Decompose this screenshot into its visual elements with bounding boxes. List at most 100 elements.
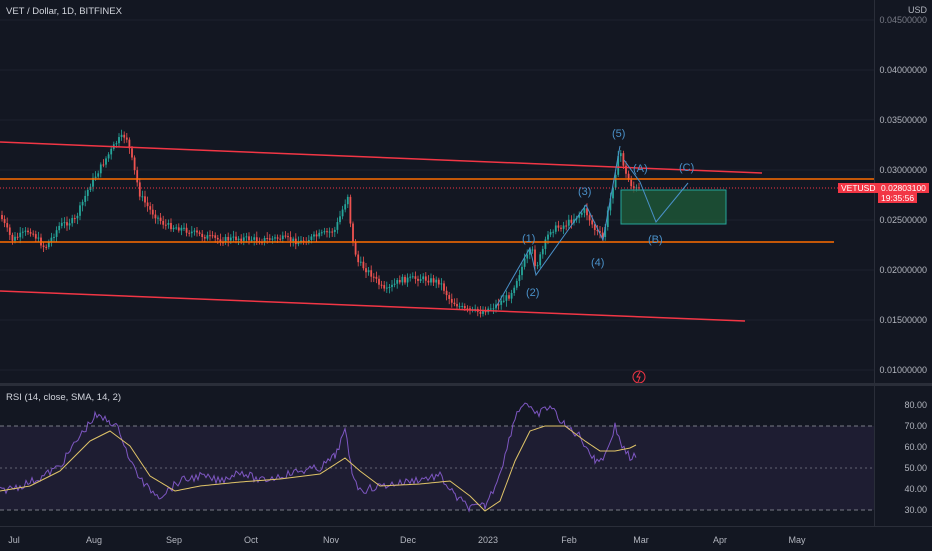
price-chart-pane[interactable]: VET / Dollar, 1D, BITFINEX (1) (2) (3) (… [0,0,874,383]
rsi-tick: 70.00 [904,421,927,431]
candle-body [255,237,258,242]
time-label: Apr [712,535,728,545]
candle-body [190,231,193,234]
candle-body [235,236,237,241]
corrective-wave-path[interactable] [623,159,689,223]
candle-body [344,204,347,210]
candle-body [71,218,74,224]
candle-body [253,237,256,240]
candle-body [60,222,63,226]
candle-body [406,277,409,283]
candle-body [24,230,27,232]
candle-body [617,156,620,175]
channel-lower-line[interactable] [0,290,746,322]
candle-body [531,249,534,251]
candle-body [206,235,209,239]
candle-body [172,227,175,230]
candle-body [219,239,222,243]
candle-body [385,287,388,289]
candle-body [367,270,370,273]
pane-separator[interactable] [0,383,932,386]
candle-body [505,295,508,301]
last-price-tag: 0.02803100 [878,183,929,193]
candle-body [97,173,100,177]
candle-body [422,276,425,280]
candle-body [21,231,24,233]
candle-body [526,254,529,259]
candle-body [248,236,250,241]
candle-body [159,217,162,221]
candle-body [609,198,612,211]
candle-body [544,239,547,249]
rsi-chart-svg[interactable] [0,386,874,526]
candle-body [419,279,422,281]
candle-body [1,215,3,220]
price-tick: 0.03000000 [879,165,927,175]
candle-body [136,170,139,183]
candle-body [55,230,58,237]
rsi-ma-line [0,425,637,512]
candle-body [3,219,6,224]
rsi-pane[interactable]: RSI (14, close, SMA, 14, 2) [0,386,874,526]
candle-body [115,143,118,145]
candle-body [63,222,66,224]
candle-body [289,237,292,242]
rsi-scale[interactable]: 80.00 70.00 60.00 50.00 40.00 30.00 [874,386,932,526]
candle-body [547,234,549,240]
candle-body [94,176,97,178]
candle-body [453,302,456,305]
candle-body [268,238,271,240]
candle-body [357,254,360,263]
candle-body [102,164,105,166]
rsi-tick: 30.00 [904,505,927,515]
wave-label-b: (B) [648,234,663,246]
price-scale[interactable]: USD 0.04500000 0.04000000 0.03500000 0.0… [874,0,932,383]
candle-body [508,295,510,299]
rsi-tick: 40.00 [904,484,927,494]
candle-body [502,300,505,302]
candle-body [580,212,583,215]
candle-body [404,276,406,283]
candle-body [318,232,321,237]
candle-body [177,227,180,231]
candle-body [123,134,126,138]
candle-body [185,227,188,233]
candle-body [479,311,482,314]
channel-upper-line[interactable] [0,141,763,174]
candle-body [596,229,599,232]
candle-body [630,179,633,187]
candle-body [211,235,214,237]
wave-label-a: (A) [633,163,648,175]
candle-body [440,283,443,285]
candle-body [414,276,417,279]
candle-body [86,189,89,196]
impulse-wave-path[interactable] [495,145,621,308]
candle-body [627,173,630,180]
time-axis[interactable]: Jul Aug Sep Oct Nov Dec 2023 Feb Mar Apr… [0,526,932,551]
symbol-tag: VETUSD [838,183,879,193]
candle-body [118,137,120,144]
candle-body [450,298,453,303]
candle-body [497,304,500,306]
price-tick: 0.03500000 [879,115,927,125]
candle-body [484,310,487,313]
candle-body [401,276,404,283]
candle-body [557,225,560,228]
event-flash-icon[interactable] [632,370,646,383]
candle-body [458,306,461,308]
candle-body [274,237,276,239]
price-chart-svg[interactable]: (1) (2) (3) (4) (5) (A) (B) (C) [0,0,874,383]
candle-body [341,209,344,217]
symbol-title: VET / Dollar, 1D, BITFINEX [6,6,122,17]
time-label: 2023 [477,535,499,545]
candle-body [227,236,230,241]
candle-body [144,196,146,203]
target-zone-box[interactable] [620,189,727,225]
wave-label-4: (4) [591,257,604,269]
price-tick: 0.01000000 [879,365,927,375]
candle-body [370,270,373,277]
candle-body [68,223,71,226]
candle-body [167,222,170,225]
candle-body [541,248,544,255]
candle-body [8,227,11,235]
